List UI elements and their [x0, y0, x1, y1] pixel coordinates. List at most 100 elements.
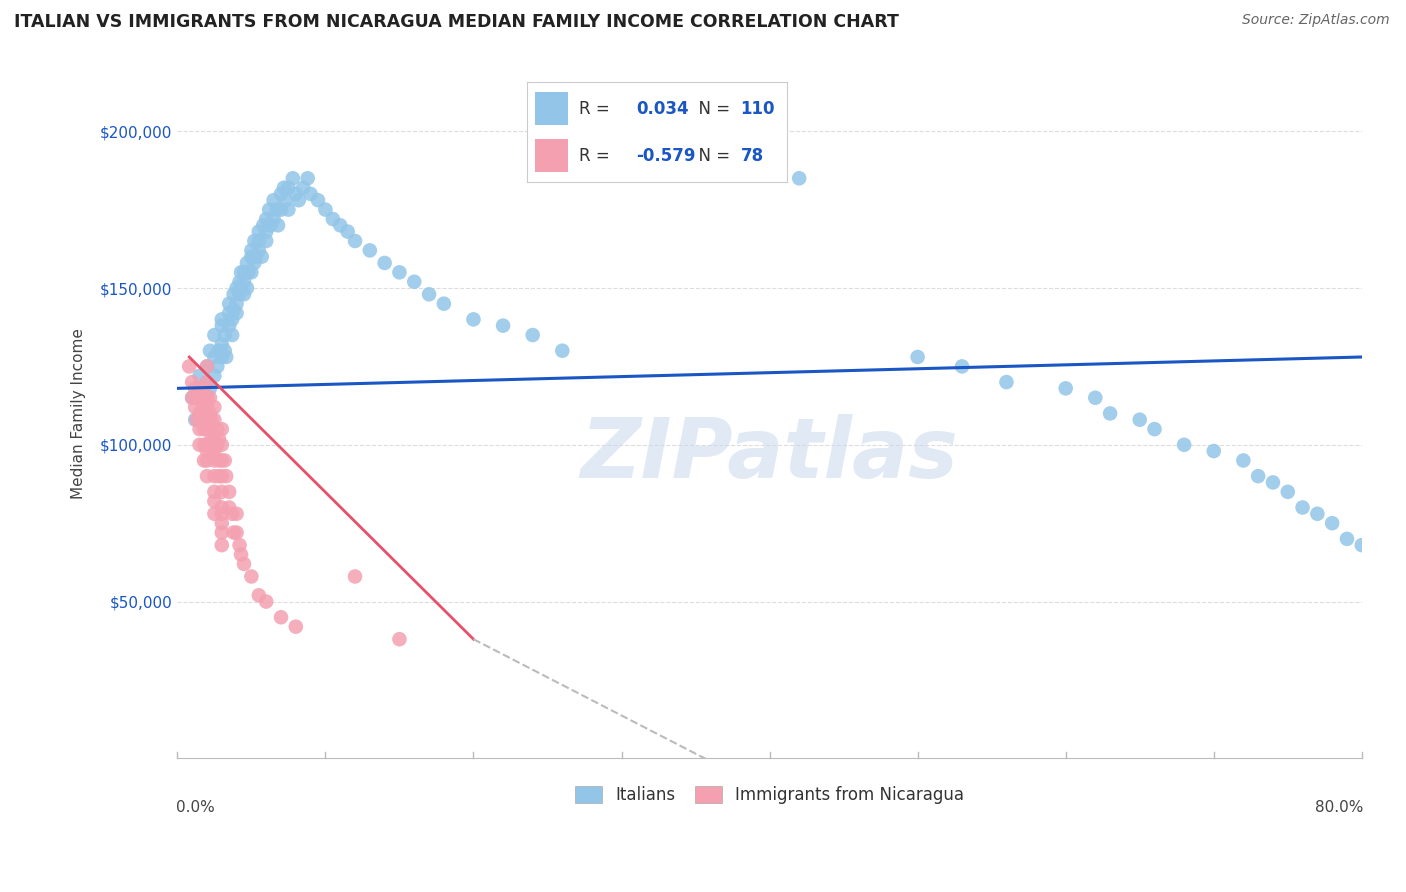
- Point: [186, 413, 208, 427]
- Point: [211, 507, 233, 521]
- Point: [211, 469, 233, 483]
- Text: ZIPatlas: ZIPatlas: [581, 414, 959, 495]
- Point: [404, 275, 426, 289]
- Point: [314, 202, 336, 217]
- Point: [233, 287, 256, 301]
- Point: [243, 234, 266, 248]
- Point: [225, 507, 247, 521]
- Point: [218, 306, 240, 320]
- Point: [214, 328, 236, 343]
- Point: [247, 234, 270, 248]
- Point: [188, 381, 211, 395]
- Point: [225, 306, 247, 320]
- Point: [240, 265, 263, 279]
- Legend: Italians, Immigrants from Nicaragua: Italians, Immigrants from Nicaragua: [567, 777, 973, 812]
- Point: [950, 359, 973, 374]
- Point: [202, 484, 225, 499]
- Point: [181, 391, 204, 405]
- Point: [221, 328, 243, 343]
- Point: [247, 225, 270, 239]
- Point: [186, 391, 208, 405]
- Point: [266, 202, 288, 217]
- Point: [1099, 406, 1122, 420]
- Point: [193, 406, 215, 420]
- Point: [195, 413, 218, 427]
- Point: [225, 525, 247, 540]
- Point: [287, 193, 309, 207]
- Point: [225, 296, 247, 310]
- Point: [188, 368, 211, 383]
- Point: [388, 632, 411, 647]
- Point: [243, 256, 266, 270]
- Point: [218, 296, 240, 310]
- Point: [195, 469, 218, 483]
- Point: [193, 422, 215, 436]
- Text: 80.0%: 80.0%: [1315, 800, 1362, 814]
- Point: [229, 281, 252, 295]
- Point: [200, 413, 222, 427]
- Point: [247, 588, 270, 602]
- Point: [211, 538, 233, 552]
- Point: [181, 375, 204, 389]
- Point: [211, 350, 233, 364]
- Point: [374, 256, 396, 270]
- Point: [202, 494, 225, 508]
- Point: [388, 265, 411, 279]
- Point: [1351, 538, 1374, 552]
- Point: [195, 422, 218, 436]
- Point: [1202, 444, 1225, 458]
- Point: [188, 422, 211, 436]
- Point: [214, 343, 236, 358]
- Point: [284, 186, 307, 201]
- Point: [522, 328, 544, 343]
- Point: [222, 302, 245, 317]
- Point: [202, 432, 225, 446]
- Point: [200, 432, 222, 446]
- Point: [202, 350, 225, 364]
- Point: [184, 400, 207, 414]
- Point: [195, 359, 218, 374]
- Point: [193, 381, 215, 395]
- Point: [254, 234, 277, 248]
- Point: [307, 193, 329, 207]
- Text: 0.0%: 0.0%: [176, 800, 215, 814]
- Point: [787, 171, 810, 186]
- Point: [1381, 563, 1403, 577]
- Point: [188, 406, 211, 420]
- Point: [211, 525, 233, 540]
- Point: [221, 507, 243, 521]
- Point: [240, 569, 263, 583]
- Point: [202, 453, 225, 467]
- Point: [211, 453, 233, 467]
- Point: [1320, 516, 1343, 531]
- Point: [200, 444, 222, 458]
- Point: [228, 287, 250, 301]
- Point: [211, 318, 233, 333]
- Point: [222, 287, 245, 301]
- Point: [1277, 484, 1299, 499]
- Point: [263, 212, 285, 227]
- Point: [229, 265, 252, 279]
- Point: [233, 557, 256, 571]
- Point: [211, 516, 233, 531]
- Point: [198, 343, 221, 358]
- Point: [907, 350, 929, 364]
- Point: [284, 620, 307, 634]
- Point: [1291, 500, 1313, 515]
- Point: [202, 328, 225, 343]
- Point: [207, 422, 229, 436]
- Point: [202, 469, 225, 483]
- Point: [233, 275, 256, 289]
- Point: [254, 225, 277, 239]
- Point: [207, 438, 229, 452]
- Point: [181, 391, 204, 405]
- Point: [179, 359, 201, 374]
- Point: [198, 391, 221, 405]
- Point: [228, 538, 250, 552]
- Point: [207, 359, 229, 374]
- Point: [236, 256, 259, 270]
- Point: [270, 202, 292, 217]
- Point: [297, 171, 319, 186]
- Point: [211, 422, 233, 436]
- Point: [191, 400, 214, 414]
